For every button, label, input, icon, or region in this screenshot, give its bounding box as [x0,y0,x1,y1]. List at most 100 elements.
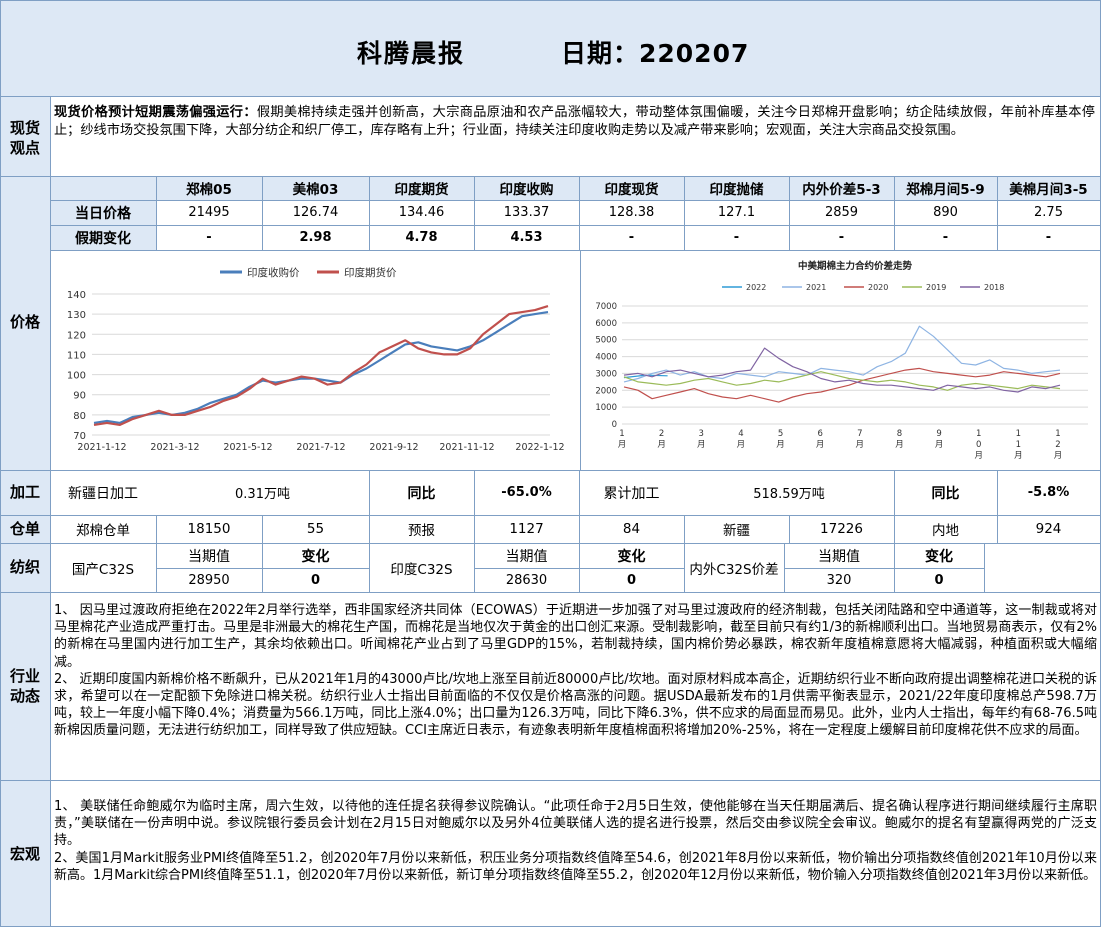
y-tick-label: 0 [612,420,617,430]
cumulative-processing-label: 累计加工 [603,485,660,502]
textile-change-value: 0 [934,572,944,588]
textile-product-name: 内外C32S价差 [689,561,779,578]
spot-view-text: 现货价格预计短期震荡偏强运行：假期美棉持续走强并创新高，大宗商品原油和农产品涨幅… [54,104,1095,140]
x-tick-label: 4 [738,429,743,439]
x-tick-label: 月 [776,440,785,450]
x-tick-label: 月 [737,440,746,450]
textile-change-label: 变化 [617,548,646,565]
price-cell: 126.74 [292,205,339,220]
x-tick-label: 2021-7-12 [296,442,345,453]
price-cell: - [206,230,212,245]
x-tick-label: 月 [856,440,865,450]
xinjiang-processing-value: 0.31万吨 [235,487,290,502]
y-tick-label: 80 [73,411,86,422]
price-cell: 4.53 [510,230,543,245]
x-tick-label: 月 [935,440,944,450]
x-tick-label: 2021-11-12 [439,442,494,453]
x-tick-label: 9 [936,429,941,439]
warehouse-cell: 郑棉仓单 [76,523,130,539]
x-tick-label: 0 [976,440,981,450]
warehouse-cell: 新疆 [723,523,750,539]
warehouse-cell: 1127 [509,521,544,537]
textile-product-name: 印度C32S [390,561,453,578]
section-label-macro: 宏观 [9,845,40,863]
industry-news: 1、 因马里过渡政府拒绝在2022年2月举行选举，西非国家经济共同体（ECOWA… [54,602,1097,740]
x-tick-label: 7 [857,429,862,439]
x-tick-label: 月 [697,440,706,450]
price-cell: 128.38 [608,205,655,220]
price-cell: 127.1 [717,205,756,220]
y-tick-label: 6000 [595,319,617,329]
x-tick-label: 月 [974,451,983,461]
y-tick-label: 140 [67,290,86,301]
x-tick-label: 8 [897,429,902,439]
textile-current-value: 28630 [505,572,548,588]
section-label-textile: 纺织 [9,558,40,576]
y-tick-label: 2000 [595,386,617,396]
warehouse-cell: 17226 [820,521,863,537]
price-column-header: 美棉03 [292,182,339,198]
x-tick-label: 2 [1055,440,1060,450]
price-cell: 2.98 [299,230,332,245]
x-tick-label: 2021-1-12 [77,442,126,453]
price-column-header: 郑棉05 [186,182,232,198]
y-tick-label: 5000 [595,336,617,346]
series-line-2018 [623,347,1061,393]
y-tick-label: 7000 [595,302,617,312]
processing-yoy-label-1: 同比 [407,485,436,502]
legend-label: 印度收购价 [247,266,300,279]
industry-news-item: 1、 因马里过渡政府拒绝在2022年2月举行选举，西非国家经济共同体（ECOWA… [54,603,1097,670]
x-tick-label: 2022-1-12 [515,442,564,453]
y-tick-label: 100 [67,371,86,382]
warehouse-cell: 55 [306,521,325,537]
price-cell: 134.46 [398,205,445,220]
x-tick-label: 月 [1054,451,1063,461]
price-column-header: 美棉月间3-5 [1009,182,1088,198]
price-column-header: 内外价差5-3 [802,182,881,198]
warehouse-cell: 18150 [187,521,231,537]
industry-news-item: 2、 近期印度国内新棉价格不断飙升，已从2021年1月的43000卢比/坎地上涨… [54,671,1097,739]
textile-product-name: 国产C32S [71,561,135,578]
textile-change-label: 变化 [301,548,330,565]
legend-label: 2021 [806,283,826,292]
x-tick-label: 5 [778,429,783,439]
y-tick-label: 90 [73,391,86,402]
report-title: 科腾晨报 [357,39,466,68]
x-tick-label: 月 [816,440,825,450]
price-cell: 2.75 [1034,205,1063,220]
processing-yoy-value-1: -65.0% [501,485,552,500]
y-tick-label: 130 [67,310,86,321]
cumulative-processing-value: 518.59万吨 [753,487,825,502]
textile-change-value: 0 [626,572,637,588]
macro-news: 1、 美联储任命鲍威尔为临时主席，周六生效，以待他的连任提名获得参议院确认。“此… [54,798,1097,884]
macro-news-item: 1、 美联储任命鲍威尔为临时主席，周六生效，以待他的连任提名获得参议院确认。“此… [54,799,1097,849]
y-tick-label: 3000 [595,369,617,379]
section-label-price: 价格 [9,313,40,331]
x-tick-label: 2 [659,429,664,439]
price-cell: - [942,230,949,245]
price-cell: 890 [933,205,958,220]
price-row-label: 当日价格 [75,205,131,222]
x-tick-label: 月 [895,440,904,450]
section-label-processing: 加工 [9,483,40,501]
x-tick-label: 3 [699,429,704,439]
y-tick-label: 70 [73,431,86,442]
price-column-header: 印度抛储 [709,182,764,198]
legend-label: 2020 [868,283,888,292]
warehouse-cell: 预报 [408,523,435,539]
x-tick-label: 2021-5-12 [223,442,272,453]
price-cell: - [733,230,740,245]
price-row-label: 假期变化 [75,230,131,247]
x-tick-label: 1 [1016,429,1021,439]
price-cell: 133.37 [503,205,550,220]
x-tick-label: 1 [619,429,624,439]
price-column-header: 印度现货 [604,182,659,198]
x-tick-label: 月 [618,440,627,450]
price-column-header: 郑棉月间5-9 [906,182,985,198]
legend-label: 2022 [746,283,766,292]
price-cell: 2859 [824,205,859,220]
spot-view-body: 假期美棉持续走强并创新高，大宗商品原油和农产品涨幅较大，带动整体氛围偏暖，关注今… [54,105,1095,138]
section-label-warehouse: 仓单 [9,520,40,538]
x-tick-label: 2021-3-12 [150,442,199,453]
legend-label: 印度期货价 [344,266,397,279]
